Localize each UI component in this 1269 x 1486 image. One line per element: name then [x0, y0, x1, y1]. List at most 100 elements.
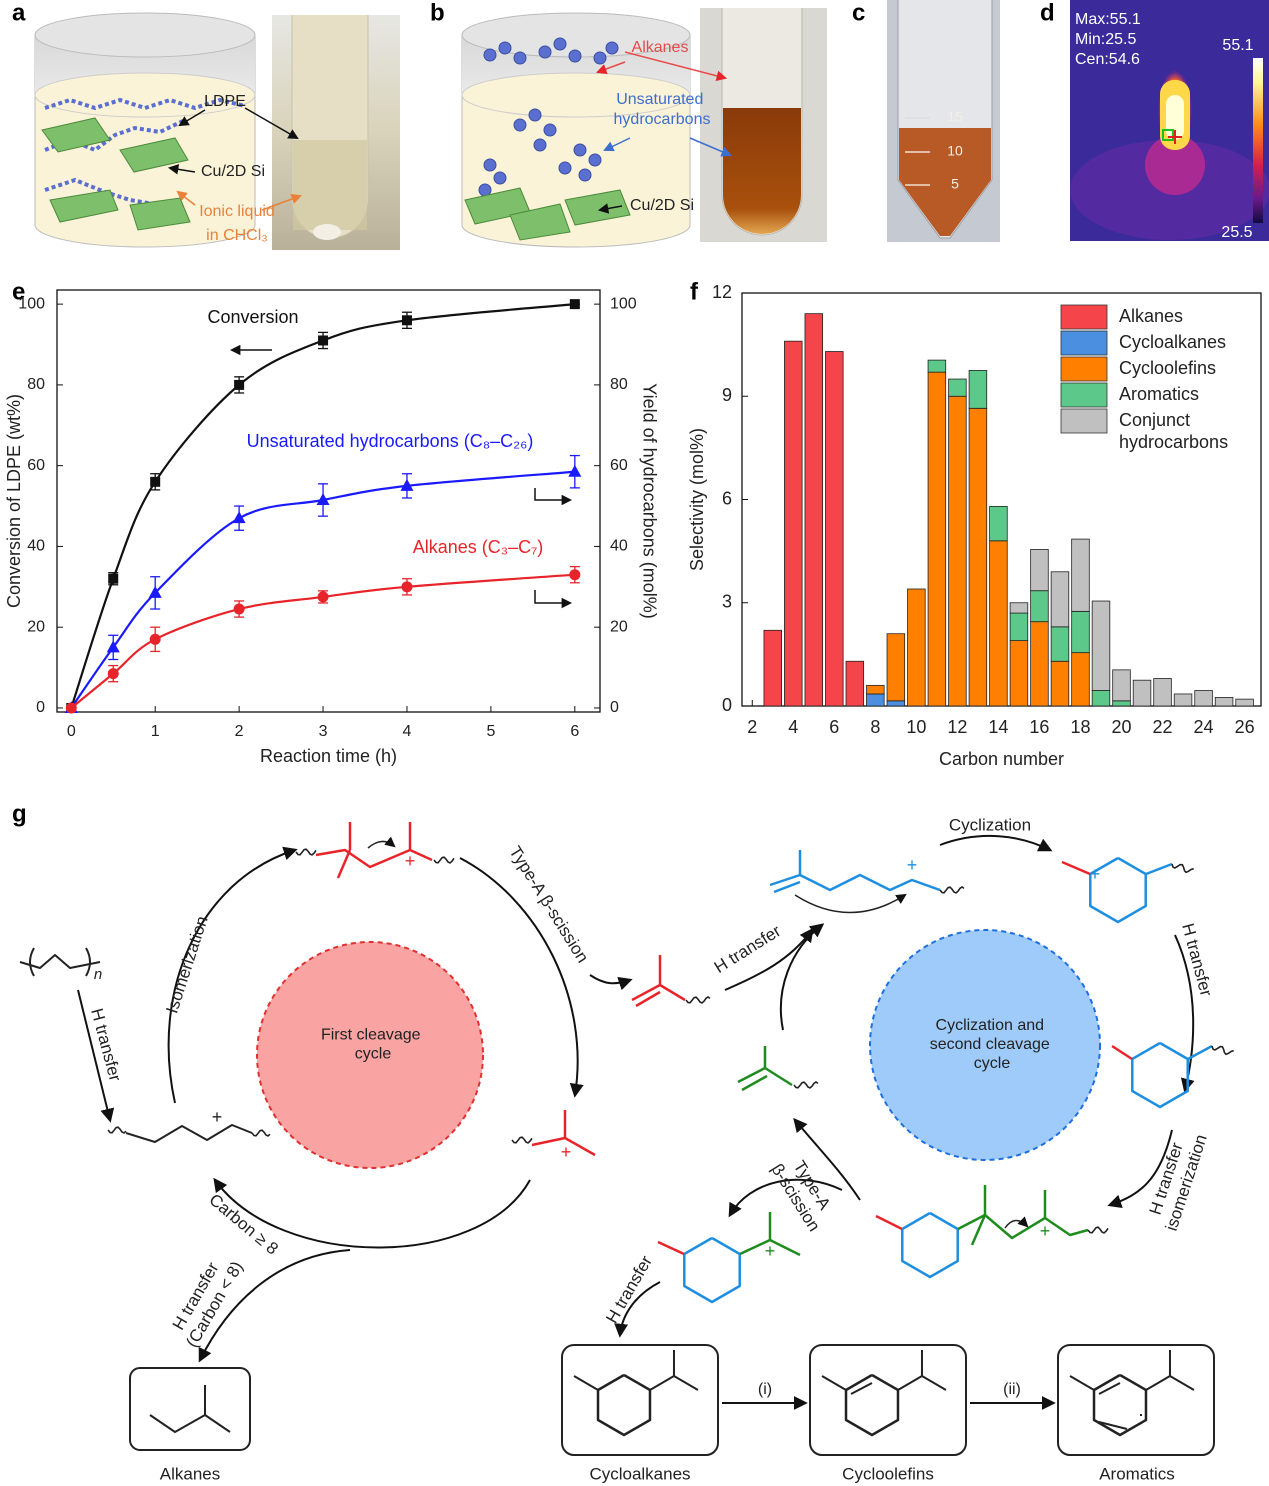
arrow	[614, 1281, 661, 1338]
step-label: H transfer isomerization	[1143, 1126, 1211, 1233]
x-tick-label: 4	[403, 723, 412, 740]
circle-shape	[528, 108, 542, 122]
bar-segment	[968, 370, 988, 409]
rect-shape	[1253, 58, 1263, 223]
circle-shape	[533, 138, 547, 152]
step-label: Type-A β-scission	[767, 1150, 841, 1235]
polygon-shape	[49, 189, 119, 223]
ellipse-shape	[1145, 135, 1205, 195]
legend-label: Aromatics	[1119, 384, 1199, 404]
marker	[401, 315, 412, 326]
bar-segment	[1009, 612, 1029, 642]
cycle-first	[256, 941, 484, 1169]
circle-shape	[513, 118, 527, 132]
line-shape	[176, 190, 196, 206]
bar-segment	[1030, 549, 1049, 592]
ellipse-shape	[313, 224, 341, 240]
bar-segment	[1214, 696, 1234, 707]
bond	[737, 1046, 767, 1084]
scale-max: 55.1	[1222, 37, 1253, 54]
x-tick-label: 16	[1029, 717, 1049, 737]
legend-swatch	[1060, 304, 1108, 330]
y-tick-label: 20	[27, 618, 45, 635]
bar-segment	[927, 371, 947, 707]
graduation: 5	[951, 176, 959, 192]
bond	[1111, 1044, 1133, 1061]
circle-shape	[588, 153, 602, 167]
marker	[568, 464, 582, 477]
bar-segment	[1071, 538, 1090, 612]
x-tick-label: 3	[319, 723, 328, 740]
y-tick-label: 80	[27, 376, 45, 393]
bond	[1098, 1382, 1121, 1395]
text-line: Cyclization and	[936, 1017, 1049, 1034]
bar-segment	[1009, 602, 1029, 614]
x-axis-label: Carbon number	[939, 749, 1064, 769]
product-label: Alkanes	[160, 1464, 220, 1483]
line-shape	[603, 137, 631, 152]
legend-label: Cycloalkanes	[1119, 332, 1226, 352]
line-shape	[689, 137, 732, 157]
product-box	[1057, 1344, 1215, 1456]
panel-letter: g	[12, 800, 27, 827]
legend-swatch	[1060, 330, 1108, 356]
x-tick-label: 20	[1111, 717, 1131, 737]
graduation: 10	[947, 143, 963, 159]
bond	[1098, 1421, 1128, 1430]
bond	[1187, 1044, 1213, 1061]
circle-shape	[578, 168, 592, 182]
bar-segment	[1050, 660, 1070, 707]
step-label: H transfer	[711, 921, 785, 977]
step-label: (i)	[758, 1381, 772, 1398]
x-tick-label: 14	[988, 717, 1008, 737]
text-line: Conjunct	[1119, 410, 1195, 430]
panel-letter: c	[852, 0, 865, 26]
bar-segment	[907, 588, 926, 707]
bar-segment	[1091, 600, 1111, 691]
y2-tick-label: 40	[610, 538, 628, 555]
y-tick-label: 3	[722, 592, 732, 612]
series-label: Conversion	[207, 307, 298, 327]
step-label: Isomerization	[162, 914, 211, 1016]
legend-label: Conjunct hydrocarbons	[1119, 410, 1228, 452]
readout: Cen:54.6	[1075, 51, 1140, 68]
bar-segment	[866, 693, 885, 707]
arrow	[939, 835, 1053, 852]
bar-segment	[1030, 590, 1049, 623]
y-tick-label: 60	[27, 457, 45, 474]
plot-frame	[56, 289, 601, 713]
y-axis-label: Selectivity (mol%)	[687, 428, 707, 571]
bracket	[85, 947, 91, 977]
path-shape	[899, 128, 991, 236]
arrow	[793, 1117, 861, 1201]
charge: +	[212, 1107, 223, 1127]
bar-segment	[845, 660, 865, 707]
wavy-bond	[793, 1081, 819, 1089]
charge: +	[405, 851, 416, 871]
marker	[316, 492, 330, 505]
cycle-label: Cyclization and second cleavage cycle	[930, 1017, 1055, 1072]
arrow	[728, 1178, 843, 1218]
x-tick-label: 22	[1153, 717, 1173, 737]
bond	[596, 1373, 652, 1437]
y-tick-label: 6	[722, 488, 732, 508]
marker	[401, 581, 413, 593]
x-tick-label: 1	[151, 723, 160, 740]
bar-segment	[1132, 679, 1152, 707]
panel-c-photo	[887, 0, 1000, 242]
wavy-bond	[1171, 863, 1194, 874]
text-line: hydrocarbons	[1119, 432, 1228, 452]
rect-shape	[293, 140, 367, 230]
marker	[108, 573, 119, 584]
bar-segment	[1194, 690, 1213, 707]
y2-axis-label: Yield of hydrocarbons (mol%)	[639, 383, 659, 618]
bar-segment	[784, 340, 803, 707]
bar-segment	[1071, 610, 1090, 654]
y2-tick-label: 20	[610, 618, 628, 635]
label: LDPE	[204, 93, 246, 110]
bond	[921, 1375, 947, 1391]
rect-shape	[1166, 95, 1184, 140]
electron-arrow	[1004, 1216, 1029, 1229]
